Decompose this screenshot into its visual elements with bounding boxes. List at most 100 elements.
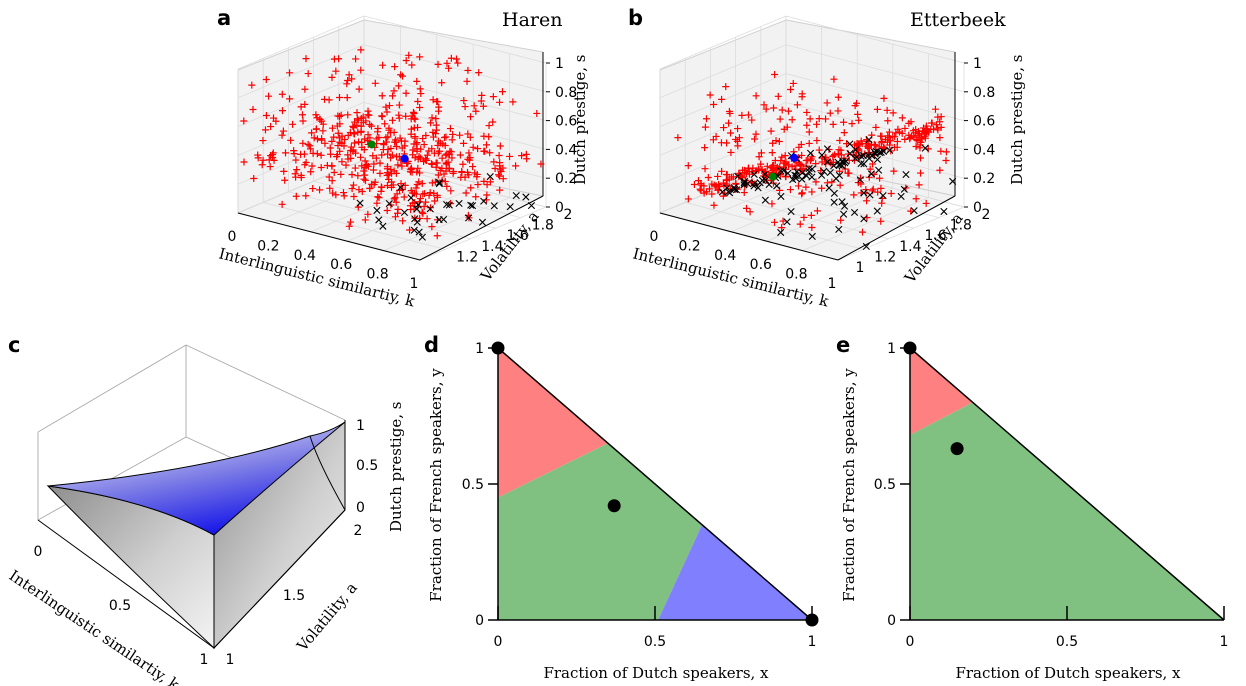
a-plus-point	[301, 161, 309, 169]
a-plus-point	[398, 162, 406, 170]
a-cross-point	[440, 215, 448, 224]
b-plus-point	[901, 135, 909, 143]
a-x-tick-label: 0.6	[330, 257, 352, 273]
a-plus-point	[344, 111, 352, 119]
a-plus-point	[495, 151, 503, 159]
a-plus-point	[482, 196, 490, 204]
a-plus-point	[259, 156, 267, 164]
a-plus-point	[328, 124, 336, 132]
a-plus-point	[384, 150, 392, 158]
b-cross-point	[783, 218, 791, 226]
b-z-tick-label: 0.8	[973, 85, 995, 101]
a-plus-point	[389, 181, 397, 189]
b-cross-point	[754, 184, 762, 192]
a-x-tick-label: 0.8	[366, 267, 388, 283]
a-plus-point	[446, 125, 454, 133]
a-plus-point	[361, 216, 369, 224]
a-plus-point	[400, 193, 408, 201]
a-plus-point	[474, 145, 482, 153]
b-plus-point	[744, 111, 752, 119]
c-x-tick-label: 0.5	[109, 598, 131, 614]
a-plus-point	[369, 166, 377, 174]
b-plus-point	[901, 124, 909, 132]
a-plus-point	[428, 145, 436, 153]
a-plus-point	[373, 135, 381, 143]
b-plus-point	[813, 137, 821, 145]
a-plus-point	[459, 160, 467, 168]
panel-b-z-tick-labels: 0 0.2 0.4 0.6 0.8 1	[964, 56, 995, 216]
b-gridline-z	[659, 15, 965, 70]
b-plus-point	[778, 224, 786, 232]
b-cross-point	[798, 175, 806, 183]
a-plus-point	[463, 77, 471, 85]
a-plus-point	[312, 125, 320, 133]
a-plus-point	[433, 159, 441, 167]
b-plus-point	[822, 115, 830, 123]
b-plus-point	[883, 138, 891, 146]
panel-a: a Haren 0 0.2 0.4 0.6 0.8 1 1.21.41.61.8 2 0 0.…	[217, 6, 589, 311]
b-plus-point	[722, 83, 730, 91]
a-plus-point	[348, 185, 356, 193]
a-plus-point	[447, 148, 455, 156]
b-plus-point	[762, 105, 770, 113]
panel-a-x-axis	[237, 212, 421, 261]
a-plus-point	[464, 130, 472, 138]
a-plus-point	[317, 151, 325, 159]
b-plus-point	[776, 115, 784, 123]
b-cross-point	[777, 228, 785, 237]
a-plus-point	[456, 131, 464, 139]
a-plus-point	[509, 98, 517, 106]
a-y-tick-label: 1.8	[532, 218, 554, 234]
a-plus-point	[395, 111, 403, 119]
panel-c-z-axis-label: Dutch prestige, s	[387, 402, 405, 532]
b-cross-point	[777, 192, 785, 201]
b-cross-point	[726, 189, 734, 197]
a-plus-point	[432, 130, 440, 138]
b-plus-point	[829, 120, 837, 128]
panel-e-points	[903, 341, 964, 456]
a-cross-point	[443, 200, 451, 209]
a-plus-point	[282, 149, 290, 157]
a-plus-point	[472, 193, 480, 201]
a-cross-point	[490, 202, 498, 210]
a-plus-point	[357, 66, 365, 74]
b-plus-point	[793, 101, 801, 109]
b-x-tick-label: 0	[650, 229, 659, 245]
b-cross-point	[852, 146, 860, 154]
panel-a-grid	[237, 15, 547, 261]
a-plus-point	[427, 160, 435, 168]
a-plus-point	[304, 70, 312, 78]
e-y-tick-label: 0.5	[874, 477, 896, 493]
b-x-tick-label: 0.4	[714, 248, 736, 264]
a-cross-point	[415, 228, 423, 236]
a-plus-point	[395, 82, 403, 90]
a-plus-point	[442, 151, 450, 159]
panel-d: d 0 0.5 1 00.51 Fraction of Dutch speakers…	[424, 333, 819, 682]
b-plus-point	[723, 171, 731, 179]
panel-c-x-axis	[37, 519, 215, 649]
a-plus-point	[461, 173, 469, 181]
a-plus-point	[361, 176, 369, 184]
b-plus-point	[808, 188, 816, 196]
b-cross-point	[886, 146, 894, 154]
b-x-tick-label: 1	[828, 276, 837, 292]
b-plus-point	[803, 121, 811, 129]
b-cross-point	[879, 192, 887, 200]
a-plus-point	[448, 154, 456, 162]
b-plus-point	[906, 135, 914, 143]
b-plus-point	[840, 129, 848, 137]
a-plus-point	[434, 60, 442, 68]
a-plus-point	[383, 108, 391, 116]
a-cross-point	[467, 201, 475, 209]
b-plus-point	[785, 161, 793, 169]
a-plus-point	[278, 131, 286, 139]
a-plus-point	[407, 187, 415, 195]
a-plus-point	[382, 103, 390, 111]
b-plus-point	[854, 179, 862, 187]
a-plus-point	[416, 85, 424, 93]
b-plus-point	[800, 213, 808, 221]
a-plus-point	[385, 102, 393, 110]
a-plus-point	[489, 93, 497, 101]
a-plus-point	[349, 146, 357, 154]
a-plus-point	[390, 195, 398, 203]
